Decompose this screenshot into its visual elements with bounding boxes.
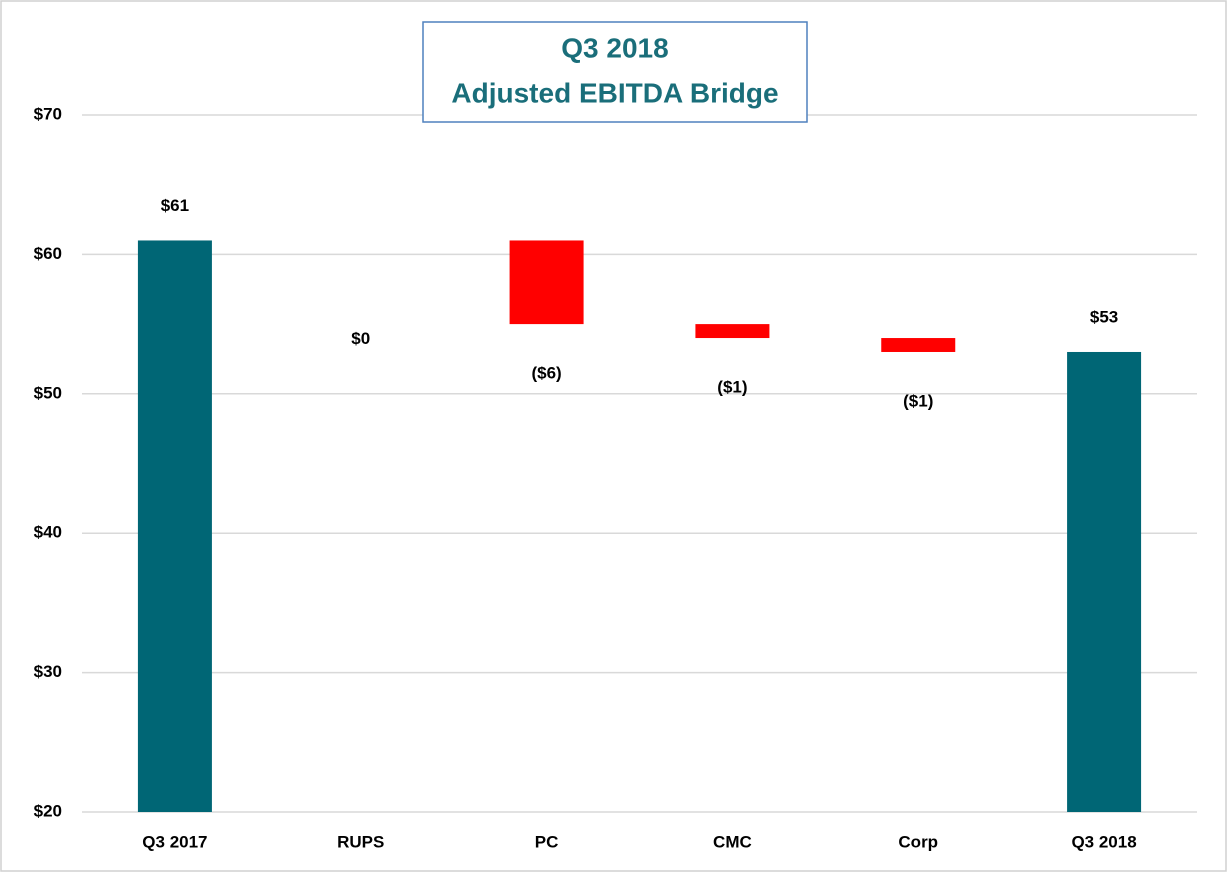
x-tick-label: CMC	[713, 832, 752, 851]
y-tick-label: $20	[34, 801, 62, 820]
x-tick-label: Q3 2017	[142, 832, 207, 851]
chart-title: Q3 2018	[561, 32, 668, 63]
y-tick-label: $50	[34, 383, 62, 402]
data-label: $53	[1090, 307, 1118, 326]
y-tick-label: $40	[34, 523, 62, 542]
bar	[509, 240, 584, 325]
data-label: ($1)	[903, 391, 933, 410]
data-label: $0	[351, 329, 370, 348]
bar	[1067, 351, 1142, 812]
data-label: $61	[161, 196, 189, 215]
y-tick-label: $30	[34, 662, 62, 681]
title-box	[422, 21, 808, 123]
x-tick-label: Corp	[898, 832, 938, 851]
y-tick-label: $70	[34, 104, 62, 123]
chart-title: Adjusted EBITDA Bridge	[451, 77, 778, 108]
data-label: ($6)	[531, 364, 561, 383]
x-tick-label: Q3 2018	[1071, 832, 1136, 851]
y-tick-label: $60	[34, 244, 62, 263]
bar	[137, 240, 212, 812]
x-tick-label: RUPS	[337, 832, 384, 851]
x-tick-label: PC	[535, 832, 559, 851]
plot-area: $20 $30 $40 $50 $60 $70 Q3 2017 $61 RUPS $0 PC ($6)…	[34, 104, 1197, 851]
data-label: ($1)	[717, 378, 747, 397]
bar	[695, 324, 770, 339]
bar	[881, 338, 956, 352]
